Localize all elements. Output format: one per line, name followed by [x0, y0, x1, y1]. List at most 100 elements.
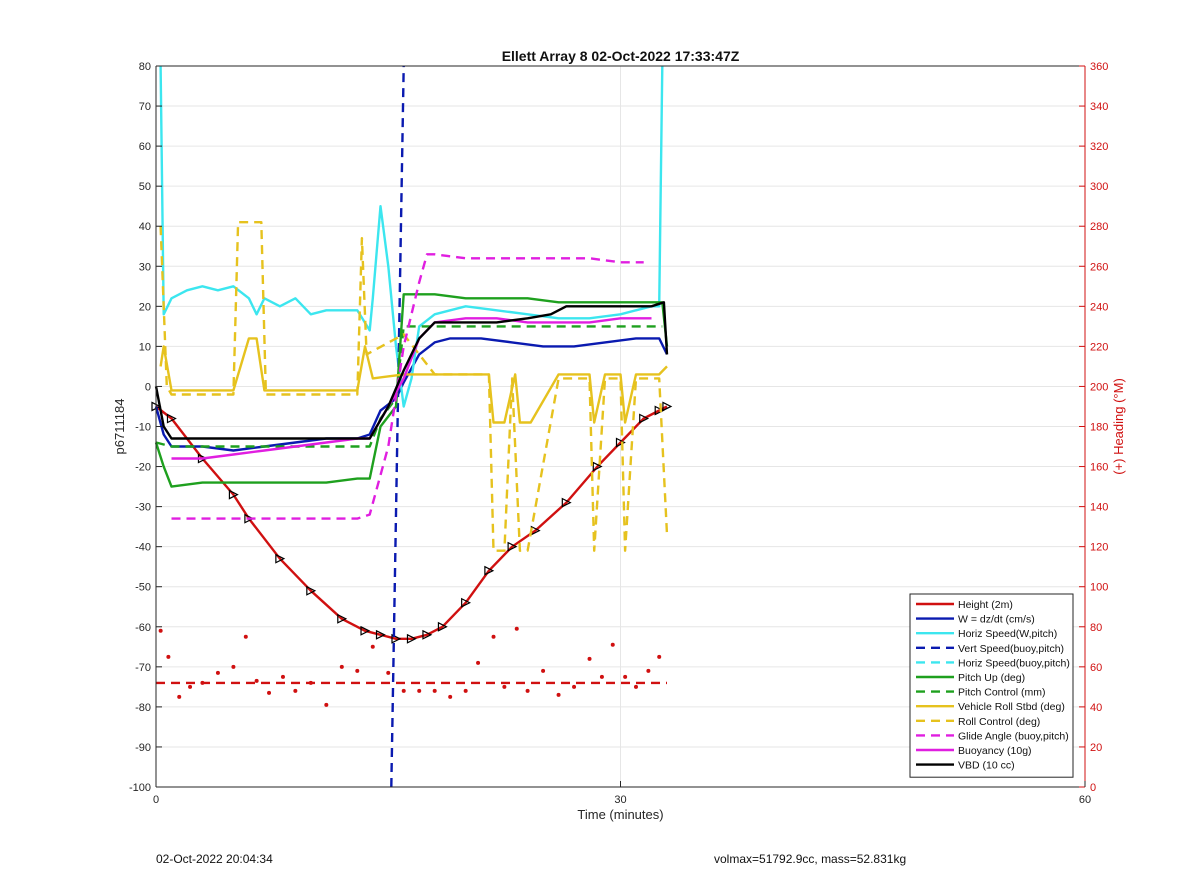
heading-point [587, 656, 592, 661]
x-tick-label: 60 [1079, 794, 1091, 806]
heading-point [177, 694, 182, 699]
y2-tick-label: 140 [1090, 502, 1108, 514]
heading-point [525, 688, 530, 693]
height-marker [615, 437, 626, 448]
y-tick-label: -70 [135, 662, 151, 674]
heading-point [502, 684, 507, 689]
x-axis-label: Time (minutes) [577, 807, 663, 822]
height-marker [437, 621, 448, 632]
height-marker [375, 629, 386, 640]
heading-point [267, 690, 272, 695]
y2-tick-label: 160 [1090, 462, 1108, 474]
height-marker [561, 497, 572, 508]
heading-point [572, 684, 577, 689]
y2-tick-label: 240 [1090, 301, 1108, 313]
legend-entry: Horiz Speed(W,pitch) [958, 628, 1057, 640]
legend-entry: Vehicle Roll Stbd (deg) [958, 701, 1065, 713]
legend-entry: W = dz/dt (cm/s) [958, 614, 1035, 626]
y2-tick-label: 360 [1090, 61, 1108, 73]
series-heading-dots [158, 626, 662, 707]
y2-tick-label: 180 [1090, 422, 1108, 434]
heading-point [401, 688, 406, 693]
y2-tick-label: 80 [1090, 622, 1102, 634]
height-marker [592, 461, 603, 472]
height-marker [166, 413, 177, 424]
heading-point [339, 664, 344, 669]
y-tick-label: -60 [135, 622, 151, 634]
legend-entry: Horiz Speed(buoy,pitch) [958, 657, 1070, 669]
legend-box [909, 593, 1074, 778]
y-tick-label: -30 [135, 502, 151, 514]
series-line-vehicle-roll-stbd-deg [159, 337, 668, 424]
series-line-pitch-up-deg [154, 293, 669, 488]
height-marker [244, 513, 255, 524]
series-line-roll-control-deg [159, 220, 669, 552]
y-tick-label: 70 [139, 101, 151, 113]
y-tick-label: 40 [139, 221, 151, 233]
heading-point [599, 674, 604, 679]
y2-tick-label: 60 [1090, 662, 1102, 674]
y2-tick-label: 280 [1090, 221, 1108, 233]
y2-tick-label: 320 [1090, 141, 1108, 153]
y-tick-label: -100 [129, 782, 151, 794]
heading-point [623, 674, 628, 679]
y-tick-label: 10 [139, 341, 151, 353]
heading-point [633, 684, 638, 689]
y2-tick-label: 100 [1090, 582, 1108, 594]
height-marker [306, 585, 317, 596]
y-axis-label: p6711184 [112, 399, 127, 455]
y-tick-label: -40 [135, 542, 151, 554]
heading-point [514, 626, 519, 631]
height-marker [461, 597, 472, 608]
legend-entry: Buoyancy (10g) [958, 745, 1032, 757]
heading-point [610, 642, 615, 647]
heading-point [293, 688, 298, 693]
height-marker [422, 629, 433, 640]
heading-point [463, 688, 468, 693]
y2-tick-label: 200 [1090, 381, 1108, 393]
heading-point [280, 674, 285, 679]
series-line-buoyancy-10g [171, 317, 652, 460]
heading-point [158, 628, 163, 633]
series-line-vbd-10-cc [154, 301, 669, 440]
y-tick-label: 80 [139, 61, 151, 73]
y2-tick-label: 0 [1090, 782, 1096, 794]
heading-point [556, 692, 561, 697]
legend-entry: Roll Control (deg) [958, 716, 1040, 728]
legend: Height (2m) W = dz/dt (cm/s) Horiz Speed(W… [909, 593, 1074, 778]
height-marker [662, 401, 673, 412]
y-tick-label: -10 [135, 422, 151, 434]
height-marker [507, 541, 518, 552]
series-line-glide-angle-buoy-pitch [171, 253, 644, 520]
heading-point [254, 678, 259, 683]
height-marker [275, 553, 286, 564]
y-tick-label: 30 [139, 261, 151, 273]
heading-point [432, 688, 437, 693]
y2-axis-label: (+) Heading (°M) [1111, 378, 1126, 475]
y-tick-label: 0 [145, 381, 151, 393]
series-line-w-dz-dt-cm-s [154, 337, 669, 452]
x-tick-label: 30 [614, 794, 626, 806]
heading-point [386, 670, 391, 675]
y2-tick-label: 340 [1090, 101, 1108, 113]
footer-timestamp: 02-Oct-2022 20:04:34 [156, 852, 273, 866]
y-tick-label: -90 [135, 742, 151, 754]
y2-tick-label: 40 [1090, 702, 1102, 714]
y-tick-label: -20 [135, 462, 151, 474]
heading-point [476, 660, 481, 665]
heading-point [646, 668, 651, 673]
heading-point [448, 694, 453, 699]
footer-mass-info: volmax=51792.9cc, mass=52.831kg [714, 852, 907, 866]
height-marker [360, 625, 371, 636]
y-tick-label: -50 [135, 582, 151, 594]
y-tick-label: 20 [139, 301, 151, 313]
y-tick-label: 50 [139, 181, 151, 193]
x-tick-label: 0 [153, 794, 159, 806]
heading-point [355, 668, 360, 673]
height-marker [484, 565, 495, 576]
legend-entry: Pitch Up (deg) [958, 672, 1025, 684]
chart-title: Ellett Array 8 02-Oct-2022 17:33:47Z [502, 48, 740, 64]
y2-tick-label: 260 [1090, 261, 1108, 273]
heading-point [231, 664, 236, 669]
